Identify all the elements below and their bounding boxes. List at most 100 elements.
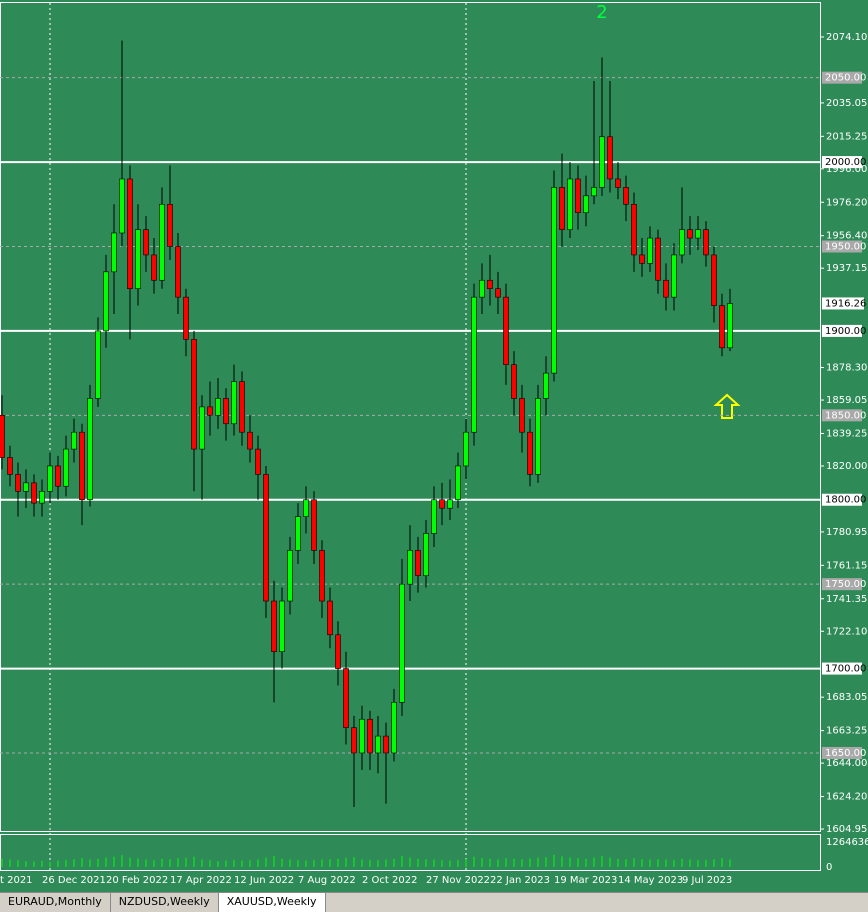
level-label: 1650.00: [825, 748, 866, 759]
candle-body: [663, 279, 669, 298]
level-label: 1700.00: [825, 664, 866, 675]
candle-body: [615, 178, 621, 188]
y-tick-label: 1878.30: [826, 363, 867, 374]
tab[interactable]: NZDUSD,Weekly: [110, 893, 219, 912]
level-label-box: [822, 662, 862, 675]
y-tick-label: 1859.05: [826, 395, 867, 406]
level-label: 1950.00: [825, 241, 866, 252]
y-tick-label: 1624.20: [826, 792, 867, 803]
y-tick-label: 2035.05: [826, 98, 867, 109]
level-label: 2000.00: [825, 157, 866, 168]
x-tick-label: 7 Aug 2022: [298, 875, 356, 886]
candle-body: [215, 398, 221, 416]
candle-body: [495, 288, 501, 298]
candle-body: [7, 457, 13, 475]
candle-body: [583, 195, 589, 214]
level-label-box: [822, 409, 862, 422]
candle-body: [199, 406, 205, 450]
y-tick-label: 2015.25: [826, 131, 867, 142]
candle-body: [607, 136, 613, 180]
x-tick-label: 26 Dec 2021: [42, 875, 106, 886]
tab-bar: EURAUD,Monthly NZDUSD,Weekly XAUUSD,Weekly: [0, 892, 868, 912]
level-label: 1900.00: [825, 326, 866, 337]
y-tick-label: 1839.25: [826, 428, 867, 439]
candle-body: [95, 330, 101, 399]
candle-body: [135, 229, 141, 290]
level-label-box: [822, 71, 862, 84]
candle-body: [423, 533, 429, 577]
level-label-box: [822, 156, 862, 169]
candle-body: [551, 187, 557, 374]
candle-body: [455, 465, 461, 501]
arrow-icon: [713, 393, 741, 419]
candle-body: [79, 431, 85, 501]
candle-body: [63, 448, 69, 487]
candle-body: [463, 431, 469, 467]
candle-body: [439, 499, 445, 509]
candle-body: [599, 136, 605, 188]
candle-body: [711, 254, 717, 306]
x-tick-label: 12 Jun 2022: [234, 875, 294, 886]
level-label-box: [822, 493, 862, 506]
tab[interactable]: XAUUSD,Weekly: [218, 893, 326, 912]
y-tick-label: 1683.05: [826, 692, 867, 703]
candle-body: [279, 600, 285, 652]
candle-body: [591, 187, 597, 197]
y-tick-label: 1996.00: [826, 164, 867, 175]
candle-body: [367, 718, 373, 754]
candle-body: [415, 550, 421, 577]
candle-body: [695, 229, 701, 239]
candle-body: [383, 735, 389, 754]
y-tick-label: 1741.35: [826, 594, 867, 605]
candle-body: [39, 490, 45, 504]
tab[interactable]: EURAUD,Monthly: [0, 893, 111, 912]
volume-frame: [0, 834, 821, 871]
x-tick-label: 2 Oct 2022: [362, 875, 417, 886]
candle-body: [575, 178, 581, 214]
x-tick-label: 22 Jan 2023: [490, 875, 550, 886]
candle-body: [55, 465, 61, 487]
current-price-label: 1916.26: [825, 298, 866, 309]
candle-body: [343, 668, 349, 728]
candle-body: [263, 474, 269, 602]
candle-body: [727, 303, 733, 349]
level-label: 1800.00: [825, 495, 866, 506]
candle-body: [687, 229, 693, 239]
candle-body: [271, 600, 277, 652]
candle-body: [143, 229, 149, 256]
candle-body: [175, 246, 181, 298]
candle-body: [0, 415, 5, 458]
background: [0, 0, 868, 892]
x-tick-label: 27 Nov 2022: [426, 875, 490, 886]
candle-body: [431, 499, 437, 534]
candle-body: [119, 178, 125, 234]
candle-body: [231, 381, 237, 425]
y-tick-label: 1820.00: [826, 461, 867, 472]
candle-body: [327, 600, 333, 636]
x-tick-label: t 2021: [0, 875, 33, 886]
candle-body: [319, 550, 325, 602]
x-tick-label: 9 Jul 2023: [682, 875, 732, 886]
y-tick-label: 1937.15: [826, 263, 867, 274]
candle-body: [255, 448, 261, 475]
candle-body: [311, 499, 317, 551]
candle-body: [191, 339, 197, 450]
y-tick-label: 1761.15: [826, 560, 867, 571]
volume-tick-label: 1264636: [826, 837, 868, 848]
candle-body: [639, 254, 645, 264]
candle-body: [351, 727, 357, 754]
x-tick-label: 19 Mar 2023: [554, 875, 617, 886]
candle-body: [111, 232, 117, 273]
candle-body: [655, 237, 661, 281]
y-tick-label: 2074.10: [826, 32, 867, 43]
y-tick-label: 1604.95: [826, 824, 867, 835]
candle-body: [559, 187, 565, 230]
candle-body: [223, 398, 229, 425]
candle-body: [623, 187, 629, 205]
candle-body: [543, 372, 549, 399]
candle-body: [207, 406, 213, 416]
y-tick-label: 1663.25: [826, 726, 867, 737]
candle-body: [703, 229, 709, 256]
candle-body: [407, 550, 413, 585]
